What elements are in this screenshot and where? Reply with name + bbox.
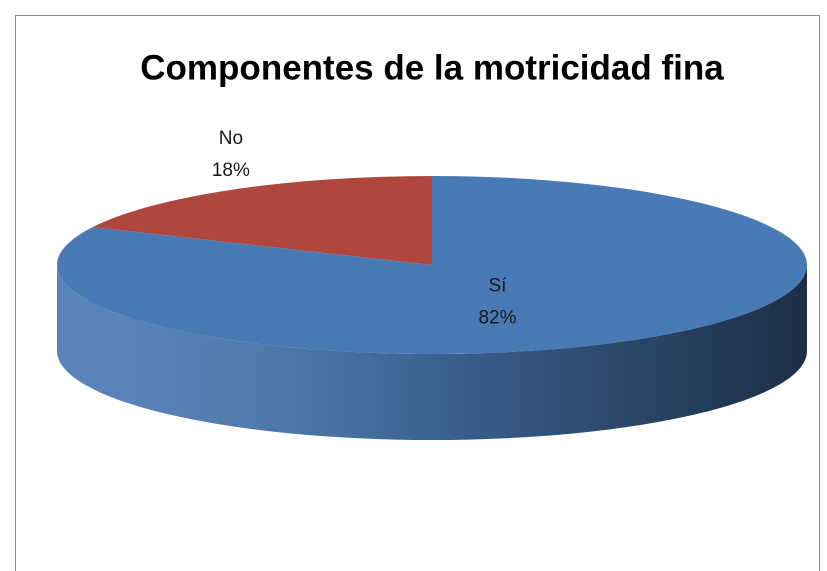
data-label-value: 82% [478, 308, 516, 329]
pie-side-shade [57, 265, 807, 440]
data-label-category: No [219, 128, 243, 149]
data-label-value: 18% [212, 160, 250, 181]
chart-title: Componentes de la motricidad fina [140, 48, 724, 87]
pie-slice [92, 176, 433, 265]
data-label-category: Sí [488, 276, 507, 297]
pie: Sí 82% No 18% [57, 128, 808, 440]
